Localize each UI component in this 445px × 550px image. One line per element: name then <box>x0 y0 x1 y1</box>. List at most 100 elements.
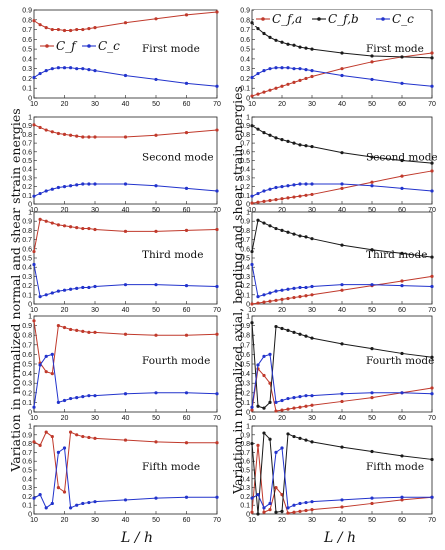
data-point-c-f-b <box>274 38 278 42</box>
x-tick-label: 30 <box>91 415 99 422</box>
mode-label: Second mode <box>142 152 214 164</box>
y-tick-label: 0.4 <box>22 56 32 63</box>
data-point-c-c <box>215 189 219 193</box>
data-point-c-f-a <box>310 293 314 297</box>
y-tick-label: 0.8 <box>22 333 32 340</box>
data-point-c-f-b <box>262 406 266 410</box>
data-point-c-c <box>304 285 308 290</box>
data-point-c-c <box>298 182 302 186</box>
data-point-c-c <box>184 81 189 85</box>
data-point-c-c <box>304 182 308 186</box>
data-point-c-f-a <box>256 200 260 204</box>
data-point-c-c <box>274 289 278 293</box>
x-tick-label: 40 <box>122 415 130 422</box>
data-point-c-f-a <box>298 295 302 299</box>
data-point-c-f <box>154 229 158 233</box>
y-tick-label: 0.7 <box>240 237 250 244</box>
x-tick-label: 40 <box>338 415 346 422</box>
data-point-c-f-b <box>268 224 272 228</box>
legend-label: C_c <box>392 12 414 26</box>
data-point-c-c <box>286 506 290 510</box>
data-point-c-c <box>430 189 434 193</box>
data-point-c-f-a <box>340 399 344 404</box>
data-point-c-f <box>50 221 54 225</box>
y-tick-label: 0.5 <box>22 256 32 263</box>
data-point-c-c <box>75 183 79 187</box>
data-point-c-c <box>370 496 374 500</box>
data-point-c-c <box>154 391 158 395</box>
data-point-c-f-b <box>310 144 314 149</box>
data-point-c-c <box>286 396 290 401</box>
data-point-c-f-a <box>292 295 296 300</box>
data-point-c-f <box>69 327 73 332</box>
data-point-c-f-a <box>310 192 314 197</box>
data-point-c-f <box>81 27 85 32</box>
data-point-c-c <box>292 67 296 71</box>
data-point-c-f-b <box>274 324 278 329</box>
x-tick-label: 70 <box>213 517 221 524</box>
y-tick-label: 0.9 <box>240 8 250 15</box>
data-point-c-f <box>81 329 85 333</box>
y-tick-label: 0.6 <box>240 246 250 253</box>
data-point-c-f-b <box>304 235 308 239</box>
data-point-c-c <box>93 182 97 186</box>
data-point-c-f-b <box>304 438 308 442</box>
data-point-c-c <box>123 283 128 287</box>
y-tick-label: 0.8 <box>240 17 250 24</box>
data-point-c-f-a <box>280 197 284 201</box>
data-point-c-f-b <box>268 133 272 137</box>
data-point-c-f-b <box>286 230 290 234</box>
y-tick-label: 0.9 <box>240 219 250 226</box>
data-point-c-c <box>280 288 284 292</box>
data-point-c-f-a <box>304 508 308 513</box>
x-tick-label: 40 <box>122 307 130 314</box>
data-point-c-f-a <box>430 169 434 173</box>
data-point-c-c <box>304 68 308 72</box>
data-point-c-f-a <box>370 180 374 184</box>
data-point-c-c <box>93 394 97 398</box>
data-point-c-f-a <box>262 90 266 94</box>
data-point-c-c <box>38 191 42 196</box>
x-tick-label: 30 <box>308 415 316 422</box>
data-point-c-c <box>184 284 189 288</box>
y-tick-label: 0.2 <box>240 184 250 191</box>
y-tick-label: 0.1 <box>240 400 250 407</box>
data-point-c-f-a <box>304 294 308 298</box>
y-tick-label: 0.9 <box>240 123 250 130</box>
y-tick-label: 0 <box>28 202 32 209</box>
data-point-c-c <box>430 495 434 499</box>
legend-item-c-c: C_c <box>376 12 414 26</box>
x-tick-label: 30 <box>308 207 316 214</box>
y-tick-label: 0.2 <box>240 494 250 501</box>
y-tick-label: 0 <box>28 512 32 519</box>
x-tick-label: 10 <box>248 415 256 422</box>
x-tick-label: 30 <box>91 307 99 314</box>
y-tick-label: 0 <box>246 202 250 209</box>
data-point-c-f-b <box>268 437 272 441</box>
y-tick-label: 0.3 <box>22 274 32 281</box>
y-tick-label: 0 <box>28 410 32 417</box>
legend-item-c-f-a: C_f,a <box>256 12 302 26</box>
data-point-c-f-b <box>262 131 266 135</box>
data-point-c-f <box>69 225 73 229</box>
mode-label: First mode <box>142 43 200 55</box>
data-point-c-f <box>123 332 128 336</box>
data-point-c-f <box>184 131 189 135</box>
data-point-c-c <box>256 493 260 497</box>
data-point-c-c <box>123 182 128 186</box>
y-tick-label: 0.6 <box>22 459 32 466</box>
x-tick-label: 30 <box>91 517 99 524</box>
mode-label: Fourth mode <box>142 355 210 367</box>
y-tick-label: 0.4 <box>240 265 250 272</box>
data-point-c-c <box>50 352 54 356</box>
data-point-c-f-a <box>292 80 296 84</box>
data-point-c-f-a <box>298 405 302 409</box>
x-tick-label: 20 <box>61 517 69 524</box>
data-point-c-c <box>56 185 61 190</box>
x-tick-label: 50 <box>368 415 376 422</box>
y-tick-label: 0.7 <box>22 342 32 349</box>
data-point-c-f <box>87 330 91 334</box>
y-tick-label: 1 <box>246 210 250 217</box>
data-point-c-f-a <box>304 404 308 408</box>
data-point-c-f-a <box>400 498 404 502</box>
